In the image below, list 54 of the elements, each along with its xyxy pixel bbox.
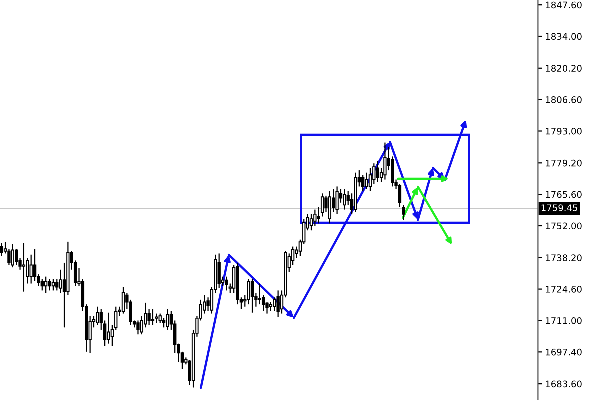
candlestick bbox=[155, 313, 158, 324]
candlestick bbox=[11, 244, 14, 268]
y-tick-label: 1847.60 bbox=[546, 2, 582, 9]
y-tick-label: 1765.60 bbox=[546, 191, 582, 198]
y-tick-label: 1752.00 bbox=[546, 222, 582, 230]
candlestick bbox=[22, 242, 26, 292]
candlestick bbox=[250, 278, 254, 314]
candlestick bbox=[166, 308, 170, 331]
candlestick bbox=[376, 160, 380, 183]
candlestick bbox=[33, 248, 37, 282]
candlestick bbox=[44, 276, 48, 294]
ref-line-label: 1759.45 bbox=[542, 204, 578, 212]
candlestick bbox=[343, 188, 346, 210]
candlestick bbox=[30, 254, 33, 284]
candlestick bbox=[365, 172, 368, 190]
candlestick bbox=[59, 269, 62, 294]
y-tick-label: 1806.60 bbox=[546, 96, 582, 104]
y-tick-label: 1697.40 bbox=[546, 348, 582, 356]
y-tick-label: 1820.20 bbox=[546, 65, 582, 72]
candlestick bbox=[336, 186, 339, 215]
y-tick-label: 1711.00 bbox=[546, 317, 582, 324]
candlestick bbox=[362, 174, 365, 192]
candlestick bbox=[136, 320, 140, 336]
candlestick bbox=[328, 190, 332, 224]
y-tick-label: 1834.00 bbox=[546, 33, 582, 40]
candlestick bbox=[122, 286, 126, 314]
candlestick bbox=[162, 318, 166, 328]
candlestick bbox=[56, 278, 59, 292]
candlestick bbox=[310, 214, 314, 232]
y-tick-label: 1738.20 bbox=[546, 254, 582, 262]
y-tick-label: 1793.00 bbox=[546, 128, 582, 135]
candlestick bbox=[0, 242, 4, 257]
candlestick bbox=[52, 278, 56, 292]
candlestick bbox=[258, 283, 262, 306]
candlestick bbox=[96, 306, 100, 326]
y-tick-label: 1683.60 bbox=[546, 380, 582, 388]
candlestick bbox=[151, 308, 155, 326]
candlestick bbox=[269, 302, 273, 312]
y-tick-label: 1724.60 bbox=[546, 286, 582, 293]
y-tick-label: 1779.20 bbox=[546, 160, 582, 167]
candlestick bbox=[314, 209, 317, 227]
candlestick bbox=[129, 299, 132, 326]
candlestick bbox=[273, 297, 276, 312]
candlestick bbox=[40, 278, 44, 292]
candlestick bbox=[148, 308, 151, 326]
candlestick bbox=[14, 248, 18, 266]
candlestick bbox=[158, 313, 162, 324]
candlestick bbox=[384, 142, 387, 180]
candlestick bbox=[107, 312, 110, 344]
candlestick bbox=[218, 253, 221, 289]
candlestick bbox=[225, 276, 228, 292]
candlestick bbox=[276, 290, 280, 318]
candlestick bbox=[48, 278, 52, 292]
candlestick bbox=[368, 168, 372, 192]
